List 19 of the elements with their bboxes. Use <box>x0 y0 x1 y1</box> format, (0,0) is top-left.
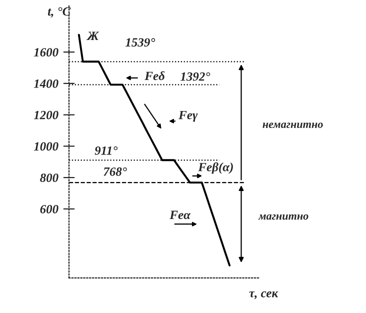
y-tick-label: 800 <box>40 174 58 182</box>
ref-line-label: 768° <box>104 167 127 176</box>
y-tick-label: 600 <box>40 204 58 214</box>
y-axis-title: t, °C <box>48 7 71 18</box>
y-tick-label: 1000 <box>34 142 58 151</box>
text: немагнитно <box>262 122 323 128</box>
annotation: Feδ <box>144 71 165 80</box>
x-axis-title: τ, сек <box>249 291 278 300</box>
annotation: Feα <box>170 210 191 220</box>
ref-line-label: 1392° <box>180 72 210 81</box>
annotation: Ж <box>86 32 100 40</box>
annotation: Feγ <box>178 110 198 122</box>
ref-line-label: 1539° <box>125 38 156 47</box>
y-tick-label: 1600 <box>34 48 58 57</box>
ref-line-label: 911° <box>94 146 118 155</box>
annotation: магнитно <box>258 214 308 220</box>
annotation: Feβ(α) <box>198 162 233 174</box>
y-tick-label: 1200 <box>34 110 58 120</box>
y-tick-label: 1400 <box>34 79 58 88</box>
